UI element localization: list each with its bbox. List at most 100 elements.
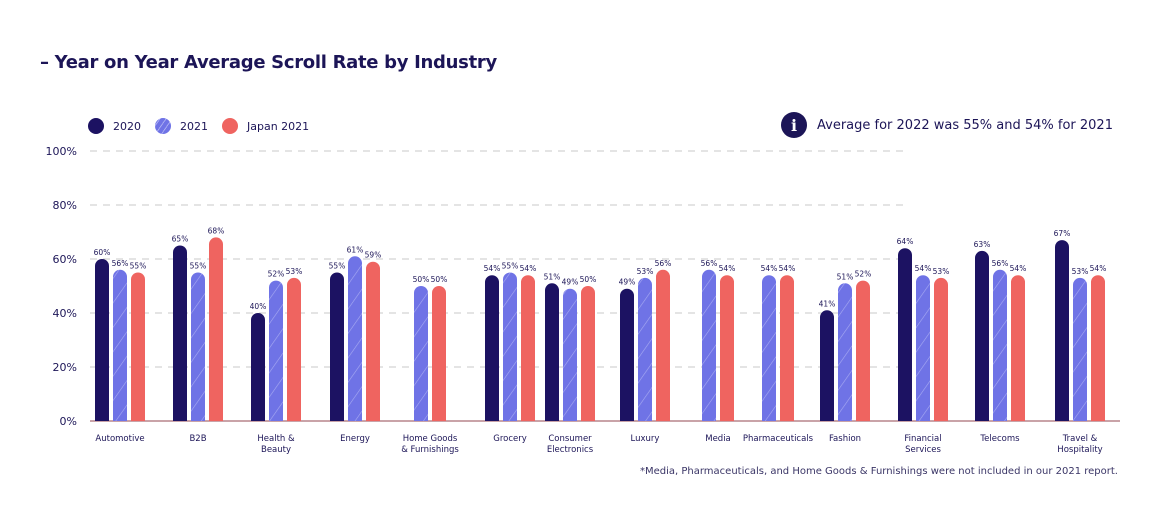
data-label: 52% [268,270,285,279]
bar-2021 [702,269,716,421]
legend-item-2021: 2021 [155,118,208,134]
bar-2021 [113,269,127,421]
data-label: 54% [915,264,932,273]
bar-2020 [95,259,109,421]
bar-japan-2021 [856,280,871,421]
bar-japan-2021 [581,286,595,421]
data-label: 56% [655,259,672,268]
data-label: 51% [837,272,854,281]
data-label: 64% [897,237,914,246]
x-tick-label: Consumer [548,434,592,444]
info-icon: i [781,112,807,138]
bar-2021 [1073,277,1087,421]
legend-swatch-2021 [155,118,171,134]
x-tick-label: Home Goods [403,434,458,444]
data-label: 55% [190,262,207,271]
legend-swatch-2020 [88,118,104,134]
footnote: *Media, Pharmaceuticals, and Home Goods … [639,466,1118,477]
bar-2020 [485,275,499,421]
bar-japan-2021 [934,277,948,421]
bar-2021 [269,280,283,421]
bar-2021 [762,275,776,421]
bar-2021 [638,277,652,421]
x-tick-label: Beauty [261,445,291,455]
data-label: 54% [719,264,736,273]
data-label: 50% [431,275,448,284]
legend: 2020 2021 Japan 2021 [88,118,323,134]
legend-label-japan-2021: Japan 2021 [247,119,310,133]
bar-japan-2021 [780,275,794,421]
x-tick-label: & Furnishings [401,445,459,455]
data-label: 49% [619,278,636,287]
bar-japan-2021 [1011,275,1025,421]
bar-2021 [993,269,1007,421]
x-tick-label: Media [705,434,731,444]
bar-2020 [820,310,834,421]
bar-2020 [173,245,187,421]
bar-2021 [414,286,428,421]
data-label: 50% [580,275,597,284]
bar-japan-2021 [656,269,670,421]
y-tick-label: 40% [53,307,77,320]
x-tick-label: Grocery [493,434,527,444]
legend-swatch-japan-2021 [222,118,238,134]
bar-japan-2021 [1091,275,1105,421]
data-label: 61% [347,245,364,254]
y-tick-label: 20% [53,361,77,374]
y-tick-label: 80% [53,199,77,212]
x-tick-label: Financial [904,434,941,444]
data-label: 68% [208,226,225,235]
data-label: 50% [413,275,430,284]
data-label: 55% [329,262,346,271]
data-label: 54% [761,264,778,273]
data-label: 54% [520,264,537,273]
bar-2021 [838,283,853,421]
x-tick-label: Automotive [95,434,144,444]
y-tick-label: 0% [60,415,77,428]
x-tick-label: Health & [257,434,295,444]
bar-2021 [916,275,930,421]
x-tick-label: Hospitality [1057,445,1102,455]
bar-2021 [503,272,517,421]
data-label: 56% [112,259,129,268]
data-label: 60% [94,248,111,257]
data-label: 40% [250,302,267,311]
bar-2020 [975,250,989,421]
data-label: 55% [502,262,519,271]
data-label: 41% [819,299,836,308]
x-tick-label: Electronics [547,445,594,455]
bar-japan-2021 [720,275,734,421]
chart-title: – Year on Year Average Scroll Rate by In… [40,52,497,73]
bar-2020 [898,248,912,421]
data-label: 54% [1090,264,1107,273]
bar-2020 [545,283,559,421]
y-tick-label: 100% [46,145,77,158]
data-label: 53% [933,267,950,276]
y-tick-label: 60% [53,253,77,266]
data-label: 67% [1054,229,1071,238]
x-tick-label: Telecoms [979,434,1020,444]
data-label: 49% [562,278,579,287]
data-label: 53% [637,267,654,276]
bar-japan-2021 [366,261,380,421]
data-label: 56% [701,259,718,268]
bar-2021 [191,272,205,421]
bar-japan-2021 [432,286,446,421]
bar-japan-2021 [521,275,535,421]
legend-label-2020: 2020 [113,119,141,133]
data-label: 54% [779,264,796,273]
legend-label-2021: 2021 [180,119,208,133]
x-tick-label: Services [905,445,941,455]
data-label: 56% [992,259,1009,268]
bar-japan-2021 [287,277,301,421]
data-label: 55% [130,262,147,271]
info-note-text: Average for 2022 was 55% and 54% for 202… [817,117,1113,133]
bar-japan-2021 [131,272,145,421]
data-label: 65% [172,235,189,244]
bar-japan-2021 [209,237,223,421]
bar-2020 [330,272,344,421]
data-label: 54% [484,264,501,273]
legend-item-2020: 2020 [88,118,141,134]
data-label: 59% [365,251,382,260]
